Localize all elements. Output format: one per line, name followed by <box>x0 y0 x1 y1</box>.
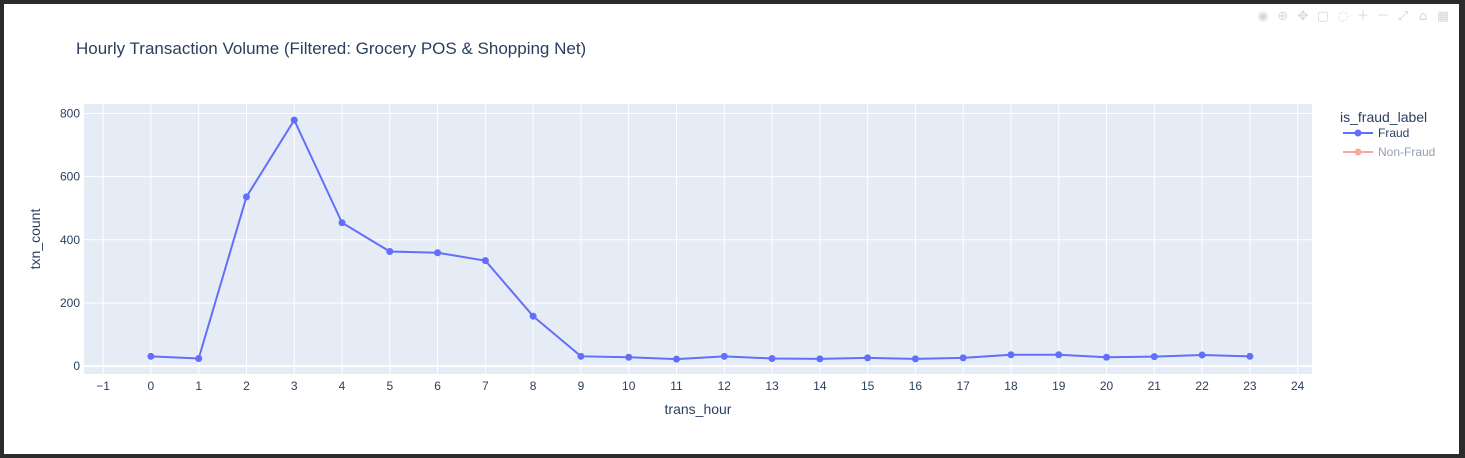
data-point[interactable] <box>577 352 585 360</box>
reset-axes-icon[interactable]: ⌂ <box>1418 9 1428 24</box>
data-point[interactable] <box>386 247 394 255</box>
data-point[interactable] <box>434 249 442 257</box>
zoom-out-icon[interactable]: － <box>1376 9 1390 24</box>
y-tick-label: 400 <box>60 233 80 247</box>
data-point[interactable] <box>816 355 824 363</box>
legend-title: is_fraud_label <box>1340 109 1427 125</box>
lasso-icon[interactable]: ◌ <box>1337 9 1349 24</box>
data-point[interactable] <box>911 355 919 363</box>
data-point[interactable] <box>1055 351 1063 359</box>
zoom-in-icon[interactable]: ＋ <box>1356 9 1370 24</box>
x-tick-label: 11 <box>670 379 683 393</box>
x-tick-label: 5 <box>386 379 393 393</box>
gridlines <box>84 104 1312 374</box>
plotly-logo-icon[interactable]: ▦ <box>1436 9 1450 24</box>
x-tick-label: 8 <box>530 379 537 393</box>
x-tick-label: 6 <box>434 379 441 393</box>
legend-label: Fraud <box>1378 126 1409 140</box>
data-point[interactable] <box>147 352 155 360</box>
data-point[interactable] <box>1246 352 1254 360</box>
legend-swatch-marker <box>1354 129 1362 137</box>
zoom-icon[interactable]: ⊕ <box>1277 9 1289 24</box>
box-select-icon[interactable]: ▢ <box>1316 9 1330 24</box>
x-tick-label: 19 <box>1052 379 1066 393</box>
series-line-fraud <box>150 118 1250 361</box>
x-tick-label: 2 <box>243 379 250 393</box>
x-tick-label: 10 <box>622 379 636 393</box>
y-tick-labels: 0 200 400 600 800 <box>60 106 80 373</box>
data-point[interactable] <box>864 354 872 362</box>
legend-label: Non-Fraud <box>1378 145 1435 159</box>
legend-item-fraud[interactable]: Fraud <box>1343 126 1409 140</box>
data-point[interactable] <box>625 353 633 361</box>
x-tick-label: 18 <box>1004 379 1018 393</box>
series-group <box>147 116 1254 363</box>
data-point[interactable] <box>959 354 967 362</box>
x-tick-label: 12 <box>718 379 732 393</box>
data-point[interactable] <box>672 355 680 363</box>
legend-item-non-fraud[interactable]: Non-Fraud <box>1343 145 1435 159</box>
x-tick-labels: −1 0 1 2 3 4 5 6 7 8 9 10 11 12 13 14 15 16 17 18 19 20 21 22 23… <box>96 379 1304 393</box>
x-tick-label: 16 <box>909 379 923 393</box>
data-point[interactable] <box>1103 353 1111 361</box>
camera-icon[interactable]: ◉ <box>1257 9 1269 24</box>
legend-swatch-marker <box>1354 148 1362 156</box>
x-axis-label: trans_hour <box>665 401 732 417</box>
y-tick-label: 0 <box>73 359 80 373</box>
data-point[interactable] <box>338 219 346 227</box>
autoscale-icon[interactable]: ⤢ <box>1397 9 1409 24</box>
legend[interactable]: is_fraud_label Fraud Non-Fraud <box>1340 109 1435 159</box>
x-tick-label: 1 <box>195 379 202 393</box>
modebar: ◉ ⊕ ✥ ▢ ◌ ＋ － ⤢ ⌂ ▦ <box>1255 9 1451 25</box>
y-tick-label: 800 <box>60 106 80 120</box>
y-axis-label: txn_count <box>27 209 43 270</box>
data-point[interactable] <box>481 257 489 265</box>
data-point[interactable] <box>290 116 298 124</box>
y-tick-label: 600 <box>60 170 80 184</box>
data-point[interactable] <box>195 355 203 363</box>
data-point[interactable] <box>1150 353 1158 361</box>
data-point[interactable] <box>529 312 537 320</box>
x-tick-label: 24 <box>1291 379 1305 393</box>
chart-title: Hourly Transaction Volume (Filtered: Gro… <box>76 39 586 58</box>
x-tick-label: 9 <box>578 379 585 393</box>
data-point[interactable] <box>768 355 776 363</box>
data-point[interactable] <box>1007 351 1015 359</box>
plot-area <box>84 104 1312 374</box>
x-tick-label: 20 <box>1100 379 1114 393</box>
x-tick-label: 13 <box>765 379 779 393</box>
y-tick-label: 200 <box>60 296 80 310</box>
x-tick-label: 21 <box>1148 379 1162 393</box>
x-tick-label: 17 <box>957 379 971 393</box>
data-point[interactable] <box>242 193 250 201</box>
x-tick-label: 7 <box>482 379 489 393</box>
x-tick-label: 14 <box>813 379 827 393</box>
x-tick-label: 4 <box>339 379 346 393</box>
x-tick-label: 22 <box>1195 379 1209 393</box>
data-point[interactable] <box>720 352 728 360</box>
pan-icon[interactable]: ✥ <box>1297 9 1309 24</box>
x-tick-label: 23 <box>1243 379 1257 393</box>
x-tick-label: 15 <box>861 379 875 393</box>
data-point[interactable] <box>1198 351 1206 359</box>
x-tick-label: −1 <box>96 379 110 393</box>
x-tick-label: 3 <box>291 379 298 393</box>
x-tick-label: 0 <box>148 379 155 393</box>
